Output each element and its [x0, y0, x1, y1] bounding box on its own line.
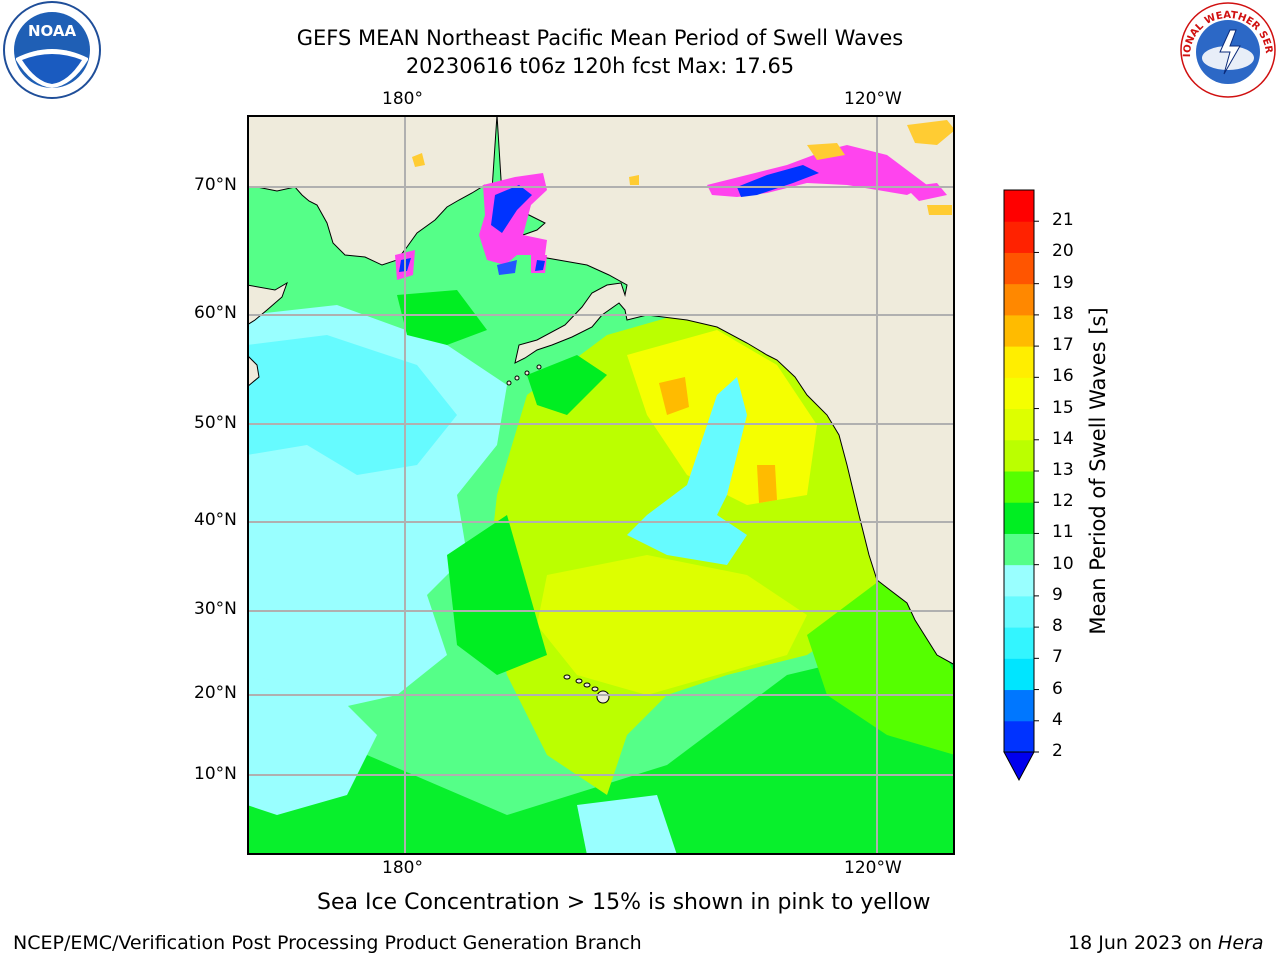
- chart-title: GEFS MEAN Northeast Pacific Mean Period …: [296, 26, 904, 50]
- colorbar-tick-label: 21: [1052, 210, 1074, 231]
- sea-ice-beaufort: [412, 143, 952, 215]
- colorbar-tick-label: 17: [1052, 335, 1074, 356]
- colorbar-band: [1004, 564, 1034, 597]
- footer-left: NCEP/EMC/Verification Post Processing Pr…: [13, 932, 642, 954]
- colorbar-tick-label: 13: [1052, 460, 1074, 480]
- colorbar: [1003, 189, 1039, 782]
- chart-subtitle: 20230616 t06z 120h fcst Max: 17.65: [405, 54, 795, 78]
- period-region-10-11-gulf: [527, 355, 607, 415]
- colorbar-band: [1004, 221, 1034, 253]
- colorbar-band: [1004, 283, 1034, 316]
- colorbar-band: [1004, 346, 1034, 378]
- period-region-10-11-north: [397, 290, 487, 345]
- colorbar-tick-label: 12: [1052, 491, 1074, 512]
- period-region-8-9-southwest: [247, 675, 377, 815]
- lat-label-10n: 10°N: [194, 764, 237, 784]
- colorbar-extend-arrow: [1003, 751, 1035, 782]
- period-region-10-11-mid: [447, 515, 547, 675]
- colorbar-band: [1004, 408, 1034, 441]
- lat-label-60n: 60°N: [194, 303, 237, 323]
- colorbar-label: Mean Period of Swell Waves [s]: [1086, 307, 1110, 635]
- colorbar-band: [1004, 502, 1034, 534]
- bottom-lon-label-180: 180°: [382, 858, 423, 878]
- colorbar-band: [1004, 720, 1034, 753]
- colorbar-tick-label: 7: [1052, 647, 1063, 668]
- bottom-lon-label-120w: 120°W: [844, 858, 902, 878]
- period-region-16-17-patch-2: [757, 465, 777, 503]
- footer-date: 18 Jun 2023 on: [1068, 932, 1219, 954]
- period-region-10-11-south: [247, 635, 955, 855]
- colorbar-tick-label: 8: [1052, 616, 1063, 637]
- lat-label-70n: 70°N: [194, 175, 237, 195]
- colorbar-band: [1004, 689, 1034, 722]
- colorbar-tick-label: 14: [1052, 428, 1074, 449]
- colorbar-tick-label: 15: [1052, 397, 1074, 418]
- svg-text:NOAA: NOAA: [28, 22, 77, 40]
- map-panel: [247, 115, 955, 855]
- sea-ice-hudson: [907, 120, 955, 145]
- colorbar-band: [1004, 190, 1034, 222]
- colorbar-band: [1004, 314, 1034, 347]
- graticule: [247, 115, 955, 855]
- colorbar-band: [1004, 377, 1034, 410]
- period-region-13-14-central: [537, 555, 807, 695]
- land-kamchatka-south: [247, 354, 260, 388]
- lat-label-20n: 20°N: [194, 683, 237, 703]
- colorbar-band: [1004, 533, 1034, 566]
- period-region-8-9-south-patch: [577, 795, 677, 855]
- lat-label-30n: 30°N: [194, 599, 237, 619]
- colorbar-band: [1004, 252, 1034, 285]
- colorbar-tick-label: 18: [1052, 303, 1074, 324]
- nws-logo: NATIONAL WEATHER SERVICE: [1174, 0, 1278, 100]
- colorbar-tick-label: 11: [1052, 522, 1074, 543]
- footer-machine: Hera: [1218, 932, 1264, 954]
- colorbar-tick-label: 16: [1052, 366, 1074, 387]
- period-region-16-17-patch-1: [659, 377, 689, 415]
- colorbar-tick-label: 20: [1052, 241, 1074, 262]
- top-lon-label-120w: 120°W: [844, 89, 902, 109]
- noaa-logo: NOAA: [2, 0, 102, 100]
- colorbar-tick-label: 4: [1052, 709, 1063, 730]
- aleutian-islands: [506, 364, 542, 386]
- colorbar-tick-label: 10: [1052, 553, 1074, 574]
- colorbar-tick-label: 6: [1052, 678, 1063, 699]
- sea-ice-caption: Sea Ice Concentration > 15% is shown in …: [317, 890, 931, 915]
- colorbar-tick-label: 9: [1052, 584, 1063, 605]
- colorbar-tick-label: 2: [1052, 741, 1063, 761]
- land-north-america: [496, 115, 955, 666]
- colorbar-band: [1004, 627, 1034, 659]
- lat-label-50n: 50°N: [194, 413, 237, 433]
- colorbar-band: [1004, 471, 1034, 503]
- footer-right: 18 Jun 2023 on Hera: [1068, 932, 1263, 954]
- colorbar-tick-label: 19: [1052, 272, 1074, 293]
- top-lon-label-180: 180°: [382, 89, 423, 109]
- lat-label-40n: 40°N: [194, 510, 237, 530]
- map-frame: [247, 115, 955, 855]
- colorbar-band: [1004, 658, 1034, 691]
- colorbar-band: [1004, 595, 1034, 628]
- colorbar-band: [1004, 439, 1034, 472]
